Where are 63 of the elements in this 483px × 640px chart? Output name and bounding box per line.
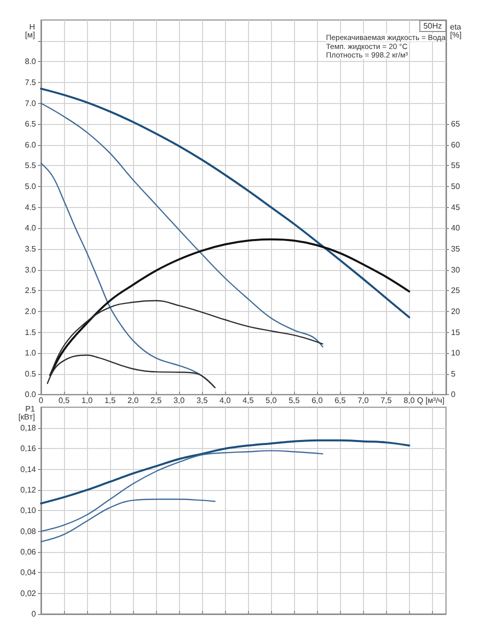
y2-tick-label: 55 <box>451 161 460 170</box>
y-tick-label: 6.0 <box>24 140 37 150</box>
y2-tick-label: 65 <box>451 120 460 129</box>
y2-tick-label: 45 <box>451 202 460 212</box>
y-tick-label: 2.0 <box>24 306 37 316</box>
y-tick-label: 8.0 <box>24 57 37 66</box>
x-tick-label: 7,0 <box>358 396 370 406</box>
y-tick-label: 0.0 <box>24 390 37 400</box>
y-tick-label: 0,14 <box>20 464 37 474</box>
y-tick-label: 5.5 <box>24 161 37 170</box>
x-tick-label: 2,0 <box>127 396 140 406</box>
y2-tick-label: 30 <box>451 265 460 274</box>
y-tick-label: 1.5 <box>24 328 37 337</box>
y2-tick-label: 15 <box>451 328 460 337</box>
y-tick-label: 4.0 <box>24 224 37 233</box>
y-tick-label: 3.5 <box>24 244 37 254</box>
x-tick-label: 1,5 <box>104 396 116 406</box>
x-tick-label: 6,0 <box>312 396 324 406</box>
y-tick-label: 0,06 <box>20 547 37 556</box>
y2-axis-title: eta [%] <box>450 22 462 40</box>
y-tick-label: 0,18 <box>20 423 37 432</box>
y2-tick-label: 35 <box>451 244 460 254</box>
y-tick-label: 2.5 <box>24 286 37 296</box>
x-tick-label: 3,5 <box>196 396 208 406</box>
x-tick-label: 0,5 <box>58 396 70 406</box>
y2-tick-label: 50 <box>451 182 460 192</box>
x-tick-label: 8,0 <box>404 396 416 406</box>
y-tick-label: 5.0 <box>24 182 37 192</box>
x-tick-label: 5,0 <box>266 396 278 406</box>
y-tick-label: 0,10 <box>20 506 37 516</box>
chart-title: 50Hz <box>423 22 442 30</box>
y2-tick-label: 20 <box>451 306 460 316</box>
x-tick-label: 0 <box>38 396 44 406</box>
y2-tick-label: 5 <box>451 369 456 378</box>
y-axis-title: P1 [кВт] <box>18 404 36 422</box>
y2-tick-label: 60 <box>451 140 460 150</box>
x-tick-label: 6,5 <box>334 396 346 406</box>
y2-tick-label: 25 <box>451 286 460 296</box>
y-tick-label: 1.0 <box>24 348 37 358</box>
y2-tick-label: 40 <box>451 224 460 233</box>
y-tick-label: 0,08 <box>20 526 37 536</box>
x-tick-label: 2,5 <box>150 396 162 406</box>
y-tick-label: 4.5 <box>24 202 37 212</box>
y-tick-label: 7.0 <box>24 98 37 108</box>
y-tick-label: 0,12 <box>20 485 37 494</box>
x-tick-label: 4,0 <box>220 396 232 406</box>
y2-tick-label: 0 <box>451 390 456 400</box>
y-axis-title: H [м] <box>25 22 36 40</box>
y-tick-label: 0,02 <box>20 588 37 598</box>
x-tick-label: 3,0 <box>174 396 186 406</box>
y-tick-label: 0,04 <box>20 568 37 578</box>
x-tick-label: 4,5 <box>242 396 254 406</box>
y2-tick-label: 10 <box>451 348 460 358</box>
y-tick-label: 0.5 <box>24 369 37 378</box>
x-tick-label: 1,0 <box>81 396 94 406</box>
x-tick-label: 7,5 <box>380 396 392 406</box>
y-tick-label: 3.0 <box>24 265 37 274</box>
y-tick-label: 0,16 <box>20 444 37 454</box>
x-tick-label: 5,5 <box>288 396 300 406</box>
y-tick-label: 7.5 <box>24 78 37 87</box>
x-axis-title: Q [м³/ч] <box>417 396 444 406</box>
y-tick-label: 6.5 <box>24 120 37 129</box>
y-tick-label: 0 <box>32 610 37 618</box>
